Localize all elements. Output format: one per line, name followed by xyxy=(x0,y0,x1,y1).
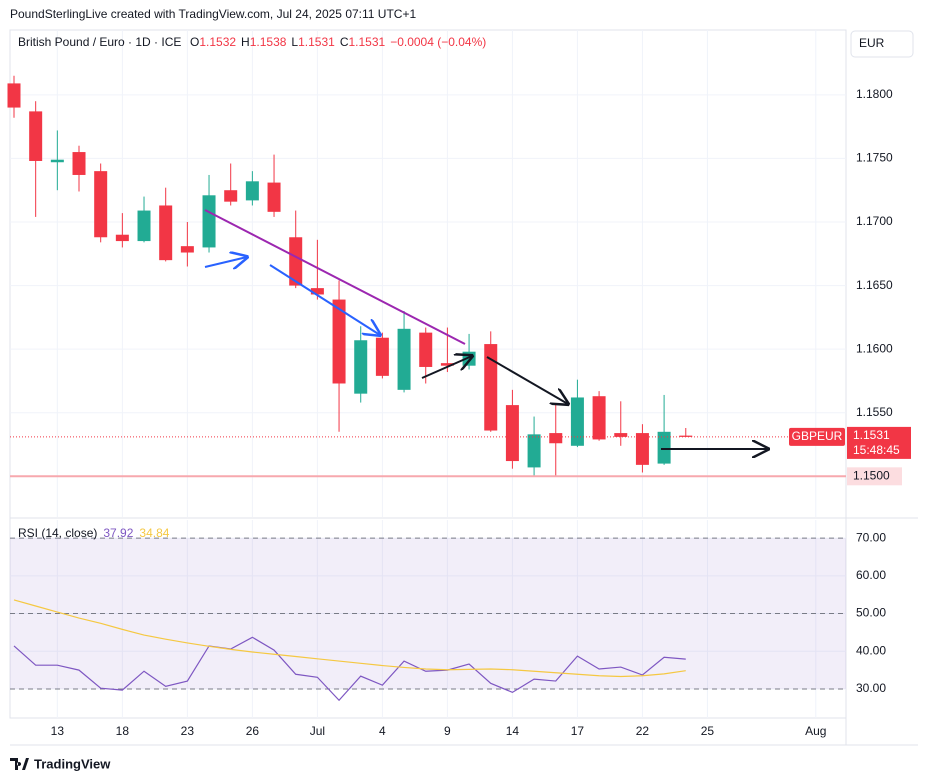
x-tick-label: 25 xyxy=(701,724,715,738)
candle-body xyxy=(354,340,368,394)
candle-body xyxy=(72,152,86,175)
ohlc-value: 1.1531 xyxy=(298,35,335,49)
ohlc-letter: C xyxy=(340,35,349,49)
rsi-legend: RSI (14, close) 37.92 34.84 xyxy=(18,526,170,540)
logo: TradingView xyxy=(10,756,111,771)
rsi-line xyxy=(13,636,686,702)
x-tick-label: 13 xyxy=(51,724,65,738)
y-tick-label: 60.00 xyxy=(856,568,886,582)
x-tick-label: 4 xyxy=(379,724,386,738)
countdown: 15:48:45 xyxy=(853,443,900,457)
footer: TradingView xyxy=(34,756,111,771)
x-tick-label: 14 xyxy=(506,724,520,738)
change: −0.0004 (−0.04%) xyxy=(390,35,486,49)
ohlc-letter: L xyxy=(291,35,298,49)
y-tick-label: 1.1750 xyxy=(856,151,893,165)
x-tick-label: 9 xyxy=(444,724,451,738)
header: PoundSterlingLive created with TradingVi… xyxy=(10,7,416,21)
candle-body xyxy=(94,171,108,238)
x-tick-label: 18 xyxy=(116,724,130,738)
candle-body xyxy=(614,433,628,437)
y-tick-label: 1.1650 xyxy=(856,278,893,292)
panes xyxy=(9,29,918,746)
arrow xyxy=(421,356,472,379)
candle-body xyxy=(549,433,563,444)
x-tick-label: 26 xyxy=(246,724,260,738)
level-label-bg xyxy=(847,467,902,486)
candle-body xyxy=(29,111,43,161)
candle-body xyxy=(224,190,238,202)
candle-body xyxy=(570,397,584,446)
candle-body xyxy=(657,431,671,464)
ohlc-value: 1.1532 xyxy=(199,35,236,49)
candle-body xyxy=(505,405,519,462)
trend-line xyxy=(204,209,466,345)
candle-body xyxy=(115,234,129,242)
candle-body xyxy=(267,182,281,212)
y-tick-label: 50.00 xyxy=(856,606,886,620)
y-tick-label: 70.00 xyxy=(856,530,886,544)
level-label: 1.1500 xyxy=(853,468,890,482)
y-tick-label: 40.00 xyxy=(856,643,886,657)
candle-body xyxy=(527,434,541,468)
ohlc-letter: O xyxy=(190,35,199,49)
symbol-label: GBPEUR xyxy=(792,429,843,443)
arrow xyxy=(486,356,568,404)
candle-body xyxy=(419,332,433,367)
drawings xyxy=(204,209,768,449)
rsi-line xyxy=(13,599,686,678)
candle-body xyxy=(180,246,194,253)
ohlc-legend: O1.1532 H1.1538 L1.1531 C1.1531 −0.0004 (−0.… xyxy=(190,35,486,49)
x-tick-label: 23 xyxy=(181,724,195,738)
candle-body xyxy=(310,288,324,295)
x-tick-label: Jul xyxy=(310,724,325,738)
candle-body xyxy=(137,210,151,242)
x-tick-label: 22 xyxy=(636,724,650,738)
candle-body xyxy=(159,205,173,261)
candle-body xyxy=(289,237,303,286)
candle-body xyxy=(679,435,693,437)
candle-body xyxy=(635,433,649,465)
arrow xyxy=(204,257,247,267)
candle-body xyxy=(245,181,259,201)
y-tick-label: 1.1600 xyxy=(856,341,893,355)
y-tick-label: 1.1550 xyxy=(856,405,893,419)
ohlc-value: 1.1531 xyxy=(348,35,385,49)
currency-button[interactable] xyxy=(850,30,914,58)
x-tick-label: Aug xyxy=(805,724,826,738)
price-label: 1.1531 xyxy=(853,428,890,442)
candle-body xyxy=(50,159,64,163)
rsi-title: RSI (14, close) xyxy=(18,526,97,540)
rsi-value: 37.92 xyxy=(103,526,133,540)
candle-body xyxy=(202,195,216,248)
symbol-title: British Pound / Euro · 1D · ICE xyxy=(18,35,181,49)
y-tick-label: 1.1700 xyxy=(856,214,893,228)
candle-body xyxy=(375,337,389,376)
price-label-bg xyxy=(847,426,911,459)
ohlc-letter: H xyxy=(241,35,250,49)
y-tick-label: 30.00 xyxy=(856,681,886,695)
ohlc-value: 1.1538 xyxy=(250,35,287,49)
x-tick-label: 17 xyxy=(571,724,585,738)
candle-body xyxy=(7,83,21,108)
rsi-value: 34.84 xyxy=(139,526,169,540)
candle-body xyxy=(397,328,411,390)
candle-body xyxy=(484,344,498,431)
symbol-label-bg xyxy=(789,427,845,446)
currency[interactable]: EUR xyxy=(859,36,885,50)
candle-body xyxy=(440,363,454,366)
arrow xyxy=(269,264,380,335)
candle-body xyxy=(592,396,606,440)
y-tick-label: 1.1800 xyxy=(856,87,893,101)
candle-body xyxy=(332,299,346,384)
